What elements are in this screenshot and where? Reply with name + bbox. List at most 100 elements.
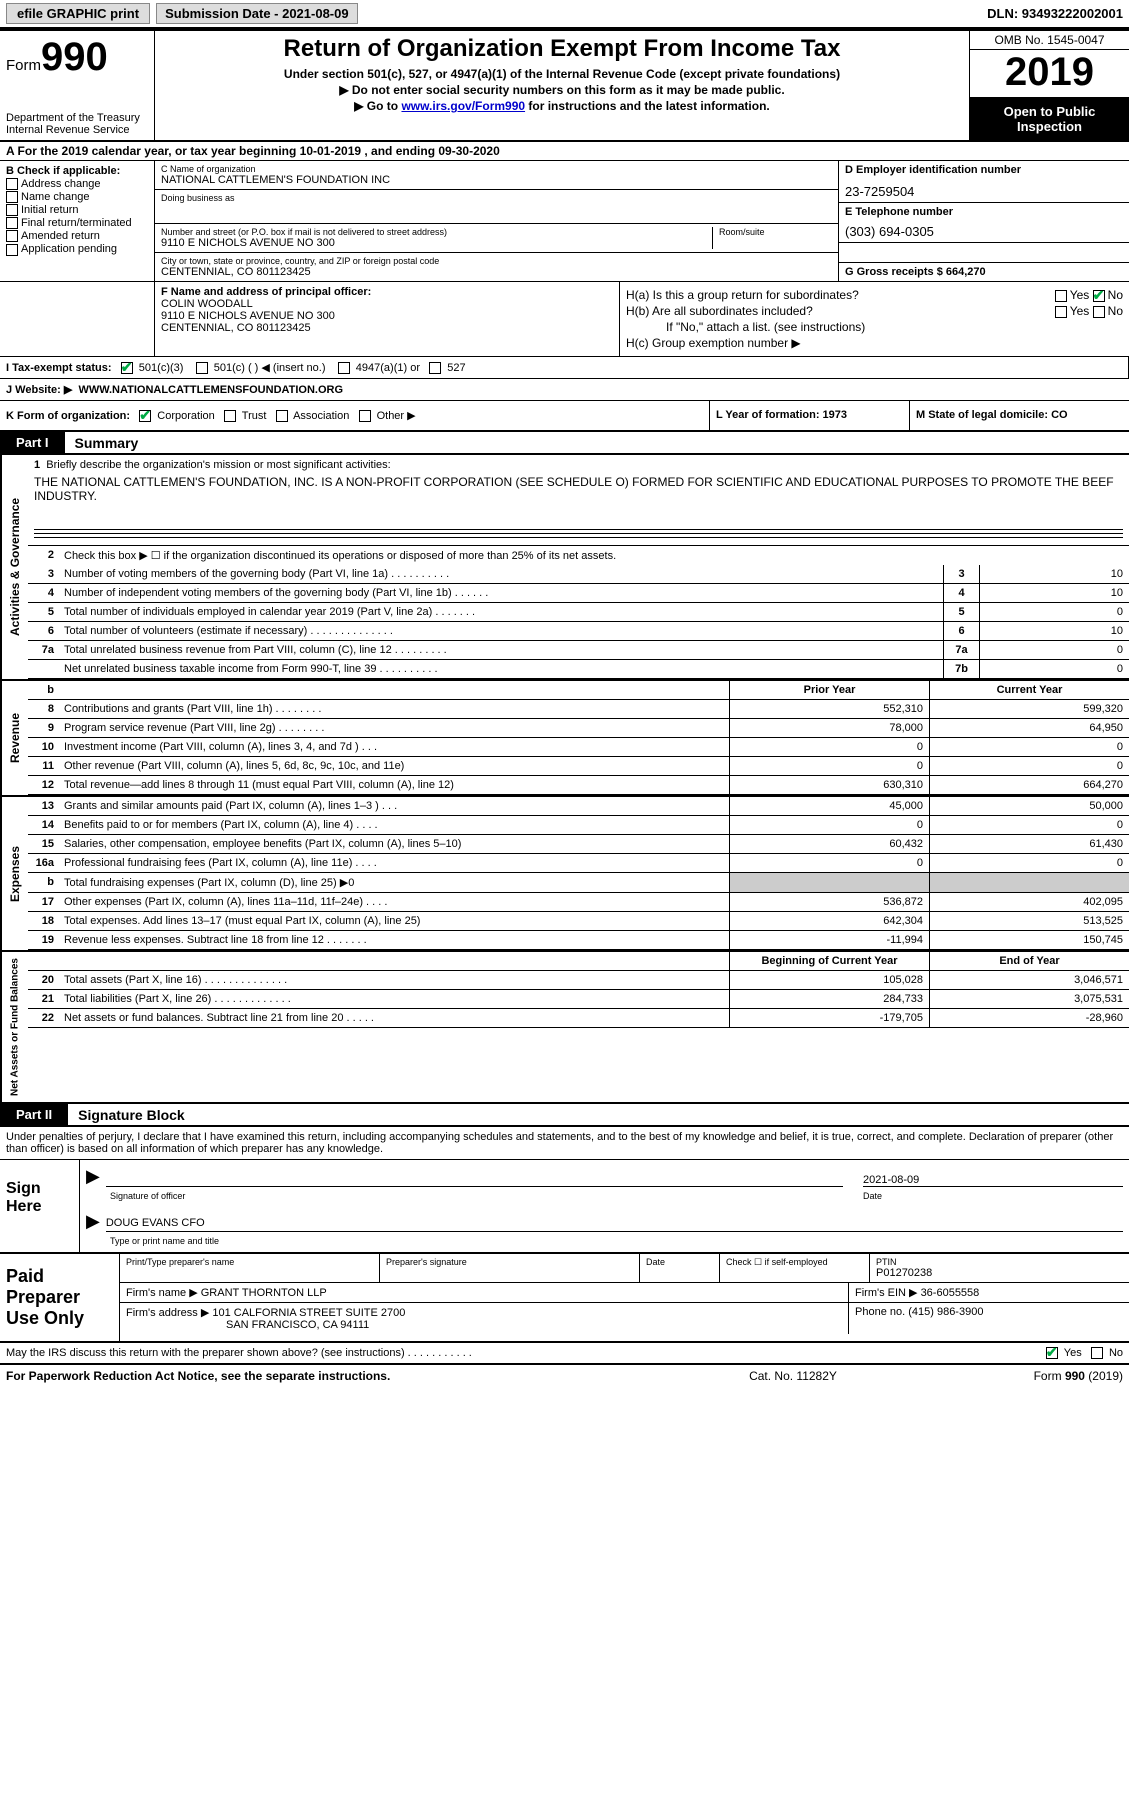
hc-question: H(c) Group exemption number ▶ (626, 336, 801, 350)
part1-title: Summary (65, 435, 139, 451)
chk-amended-return[interactable]: Amended return (6, 230, 148, 242)
part2-header: Part II Signature Block (0, 1104, 1129, 1127)
current-year-value: 64,950 (929, 719, 1129, 737)
current-year-value: 0 (929, 816, 1129, 834)
app-pending-label: Application pending (21, 243, 117, 255)
discuss-yes[interactable]: Yes (1046, 1347, 1082, 1359)
firm-addr1: 101 CALFORNIA STREET SUITE 2700 (212, 1307, 405, 1319)
line2-text: Check this box ▶ ☐ if the organization d… (60, 546, 1129, 565)
chk-final-return[interactable]: Final return/terminated (6, 217, 148, 229)
line-desc: Contributions and grants (Part VIII, lin… (60, 700, 729, 718)
current-year-header: Current Year (929, 681, 1129, 699)
dept-treasury: Department of the Treasury (6, 112, 148, 124)
line-num: 8 (28, 700, 60, 718)
opt-501c3[interactable]: 501(c)(3) (121, 362, 184, 374)
self-employed-check[interactable]: Check ☐ if self-employed (726, 1257, 863, 1268)
prior-year-value: -179,705 (729, 1009, 929, 1027)
ssn-warning: ▶ Do not enter social security numbers o… (163, 83, 961, 97)
officer-name-field: DOUG EVANS CFO (106, 1217, 1123, 1232)
chk-address-change[interactable]: Address change (6, 178, 148, 190)
website-label: J Website: ▶ (6, 384, 72, 396)
dln-label: DLN: 93493222002001 (987, 6, 1123, 21)
line-num: 12 (28, 776, 60, 794)
sig-date-value: 2021-08-09 (863, 1174, 919, 1186)
discuss-question: May the IRS discuss this return with the… (6, 1347, 472, 1359)
chk-initial-return[interactable]: Initial return (6, 204, 148, 216)
firm-addr-label: Firm's address ▶ (126, 1307, 209, 1319)
ha-yes[interactable]: Yes (1055, 288, 1090, 302)
line-desc: Total expenses. Add lines 13–17 (must eq… (60, 912, 729, 930)
form-subtitle: Under section 501(c), 527, or 4947(a)(1)… (163, 67, 961, 81)
table-row: 19Revenue less expenses. Subtract line 1… (28, 931, 1129, 950)
revenue-section: Revenue b Prior Year Current Year 8Contr… (0, 681, 1129, 797)
mission-text: THE NATIONAL CATTLEMEN'S FOUNDATION, INC… (34, 475, 1123, 503)
paid-preparer-block: Paid Preparer Use Only Print/Type prepar… (0, 1254, 1129, 1343)
no-label: No (1108, 288, 1123, 302)
line-num: 13 (28, 797, 60, 815)
irs-link[interactable]: www.irs.gov/Form990 (401, 99, 525, 113)
assoc-label: Association (293, 410, 349, 422)
prior-year-value: 642,304 (729, 912, 929, 930)
prior-year-value: 105,028 (729, 971, 929, 989)
org-name-label: C Name of organization (161, 164, 832, 174)
line-num: 16a (28, 854, 60, 872)
opt-4947[interactable]: 4947(a)(1) or (338, 362, 420, 374)
opt-corporation[interactable]: Corporation (139, 410, 215, 422)
yes-label2: Yes (1070, 304, 1090, 318)
line-desc: Total fundraising expenses (Part IX, col… (60, 873, 729, 892)
efile-graphic-print-button[interactable]: efile GRAPHIC print (6, 3, 150, 24)
chk-application-pending[interactable]: Application pending (6, 243, 148, 255)
officer-addr2: CENTENNIAL, CO 801123425 (161, 322, 613, 334)
ptin-label: PTIN (876, 1257, 1123, 1267)
prior-year-value: 45,000 (729, 797, 929, 815)
trust-label: Trust (242, 410, 267, 422)
line-num: 6 (28, 622, 60, 640)
discuss-yes-label: Yes (1064, 1347, 1082, 1359)
opt-trust[interactable]: Trust (224, 410, 267, 422)
submission-date-label: Submission Date - 2021-08-09 (156, 3, 358, 24)
omb-number: OMB No. 1545-0047 (970, 31, 1129, 50)
city-state-zip: CENTENNIAL, CO 801123425 (161, 266, 832, 278)
hb-yes[interactable]: Yes (1055, 304, 1090, 318)
tax-exempt-label: I Tax-exempt status: (6, 362, 112, 374)
firm-ein-value: 36-6055558 (921, 1287, 980, 1299)
current-year-value: 0 (929, 738, 1129, 756)
opt-association[interactable]: Association (276, 410, 350, 422)
current-year-value: -28,960 (929, 1009, 1129, 1027)
chk-name-change[interactable]: Name change (6, 191, 148, 203)
goto-post: for instructions and the latest informat… (525, 99, 770, 113)
table-row: 17Other expenses (Part IX, column (A), l… (28, 893, 1129, 912)
signature-field[interactable] (106, 1172, 843, 1187)
part2-title: Signature Block (68, 1107, 185, 1123)
section-klm: K Form of organization: Corporation Trus… (0, 401, 1129, 432)
line-desc: Grants and similar amounts paid (Part IX… (60, 797, 729, 815)
line2-num: 2 (28, 546, 60, 565)
line-num: 19 (28, 931, 60, 949)
line-boxnum: 4 (943, 584, 979, 602)
hb-no[interactable]: No (1093, 304, 1123, 318)
ha-no[interactable]: No (1093, 288, 1123, 302)
gross-receipts: G Gross receipts $ 664,270 (845, 266, 1123, 278)
discuss-no[interactable]: No (1091, 1347, 1123, 1359)
prior-year-value: 0 (729, 738, 929, 756)
final-return-label: Final return/terminated (21, 217, 132, 229)
opt-527[interactable]: 527 (429, 362, 465, 374)
side-label-revenue: Revenue (0, 681, 28, 795)
line-num: 7a (28, 641, 60, 659)
firm-phone-value: (415) 986-3900 (908, 1306, 983, 1318)
line-desc: Other revenue (Part VIII, column (A), li… (60, 757, 729, 775)
hb-question: H(b) Are all subordinates included? (626, 304, 1055, 318)
line-num: 21 (28, 990, 60, 1008)
line-desc: Other expenses (Part IX, column (A), lin… (60, 893, 729, 911)
governance-section: Activities & Governance 1 Briefly descri… (0, 455, 1129, 681)
opt-other[interactable]: Other ▶ (359, 410, 416, 422)
current-year-value: 0 (929, 854, 1129, 872)
firm-ein-label: Firm's EIN ▶ (855, 1287, 918, 1299)
line-value: 0 (979, 603, 1129, 621)
name-change-label: Name change (21, 191, 90, 203)
discuss-row: May the IRS discuss this return with the… (0, 1343, 1129, 1365)
current-year-value: 513,525 (929, 912, 1129, 930)
opt-501c[interactable]: 501(c) ( ) ◀ (insert no.) (196, 362, 326, 374)
table-row: 16aProfessional fundraising fees (Part I… (28, 854, 1129, 873)
website-value: WWW.NATIONALCATTLEMENSFOUNDATION.ORG (78, 384, 343, 396)
